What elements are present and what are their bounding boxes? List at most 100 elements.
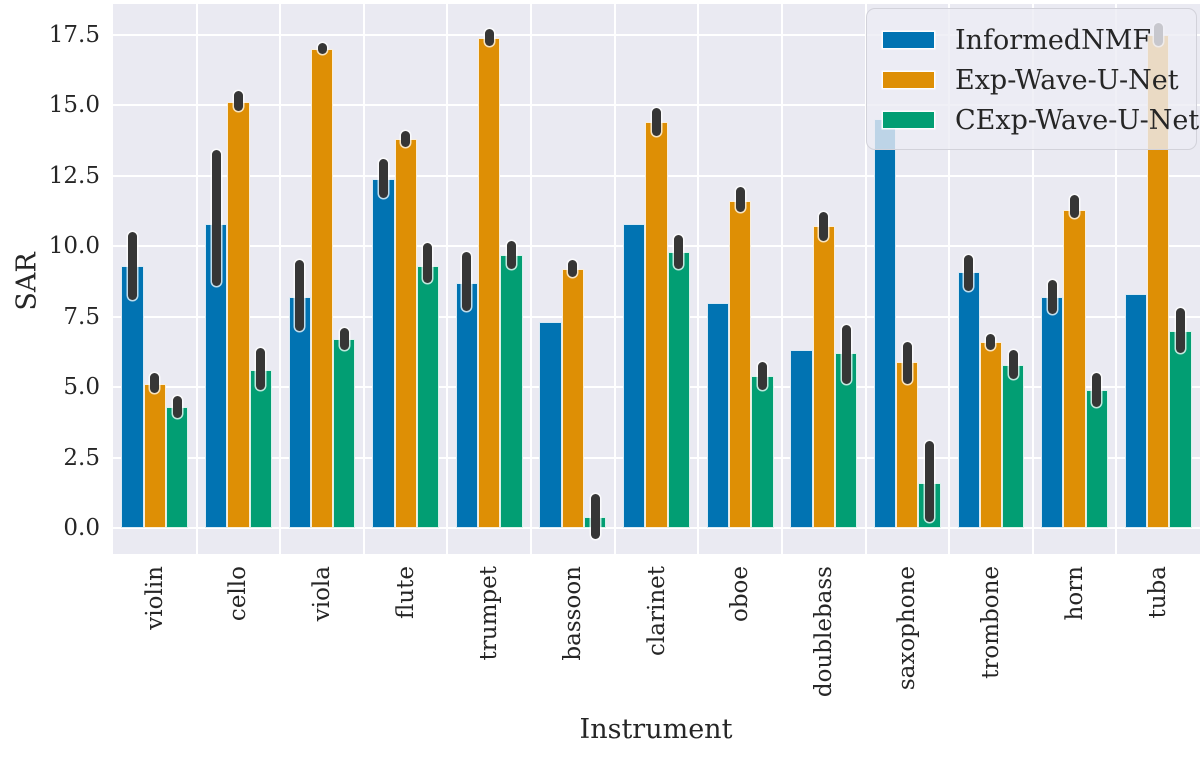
error-bar: [211, 150, 221, 286]
error-bar: [674, 234, 684, 269]
bar-flute-Exp-Wave-U-Net: [394, 139, 417, 529]
bar-horn-Exp-Wave-U-Net: [1063, 209, 1086, 529]
bar-trombone-InformedNMF: [957, 271, 980, 529]
x-tick-text: flute: [392, 566, 419, 620]
error-bar: [964, 254, 974, 292]
error-bar: [423, 243, 433, 283]
error-bar: [1070, 195, 1080, 218]
bar-doublebass-Exp-Wave-U-Net: [812, 226, 835, 529]
error-bar: [256, 347, 266, 390]
bar-violin-InformedNMF: [121, 265, 144, 529]
error-bar: [568, 260, 578, 278]
bar-saxophone-InformedNMF: [873, 119, 897, 529]
error-bar: [986, 333, 996, 351]
x-tick-text: oboe: [727, 566, 754, 623]
bar-oboe-Exp-Wave-U-Net: [728, 201, 752, 529]
bar-trumpet-InformedNMF: [455, 282, 479, 529]
y-tick-label: 12.5: [48, 162, 100, 189]
x-tick-text: saxophone: [894, 566, 921, 691]
bar-cello-Exp-Wave-U-Net: [227, 102, 250, 529]
x-tick-text: tuba: [1145, 566, 1172, 619]
bar-clarinet-Exp-Wave-U-Net: [645, 122, 668, 529]
error-bar: [317, 43, 327, 55]
y-tick-label: 5.0: [63, 374, 100, 401]
legend-item-exp-wave-u-net: Exp-Wave-U-Net: [883, 60, 1180, 100]
gridline-vertical: [279, 4, 282, 554]
x-tick-text: horn: [1061, 566, 1088, 621]
error-bar: [295, 260, 305, 331]
legend-swatch: [883, 112, 934, 128]
gridline-vertical: [1115, 4, 1118, 554]
bar-violin-Exp-Wave-U-Net: [143, 384, 166, 529]
error-bar: [378, 158, 388, 199]
y-tick-label: 17.5: [48, 21, 100, 48]
legend-label: CExp-Wave-U-Net: [955, 104, 1200, 136]
bar-clarinet-CExp-Wave-U-Net: [667, 251, 690, 529]
bar-violin-CExp-Wave-U-Net: [165, 406, 189, 529]
bar-trumpet-CExp-Wave-U-Net: [500, 254, 523, 529]
error-bar: [819, 212, 829, 241]
error-bar: [925, 440, 935, 523]
gridline-horizontal: [113, 33, 1200, 36]
gridline-vertical: [446, 4, 449, 554]
error-bar: [590, 494, 600, 540]
bar-cello-CExp-Wave-U-Net: [249, 370, 272, 529]
x-axis-label: Instrument: [579, 714, 733, 745]
bar-horn-InformedNMF: [1041, 296, 1064, 529]
error-bar: [1175, 308, 1185, 354]
gridline-vertical: [613, 4, 616, 554]
bar-flute-CExp-Wave-U-Net: [416, 265, 440, 529]
bar-tuba-CExp-Wave-U-Net: [1169, 330, 1192, 529]
x-tick-text: violin: [141, 566, 168, 630]
x-tick-text: clarinet: [643, 566, 670, 656]
x-tick-text: cello: [225, 566, 252, 622]
x-tick-text: trumpet: [476, 566, 503, 661]
gridline-vertical: [780, 4, 783, 554]
x-tick-text: bassoon: [559, 566, 586, 661]
error-bar: [1092, 373, 1102, 407]
gridline-vertical: [195, 4, 198, 554]
legend-item-informednmf: InformedNMF: [883, 20, 1180, 60]
legend-swatch: [883, 32, 934, 48]
gridline-vertical: [697, 4, 700, 554]
error-bar: [1047, 279, 1057, 314]
bar-horn-CExp-Wave-U-Net: [1085, 389, 1109, 529]
bar-tuba-InformedNMF: [1124, 294, 1148, 529]
bar-trombone-CExp-Wave-U-Net: [1002, 364, 1025, 529]
x-tick-text: doublebass: [810, 566, 837, 698]
error-bar: [462, 251, 472, 311]
error-bar: [1008, 350, 1018, 379]
error-bar: [735, 186, 745, 213]
x-tick-text: trombone: [977, 566, 1004, 679]
y-tick-label: 0.0: [63, 515, 100, 542]
error-bar: [902, 342, 912, 385]
y-tick-label: 15.0: [48, 92, 100, 119]
bar-oboe-CExp-Wave-U-Net: [751, 375, 774, 529]
y-tick-label: 10.0: [48, 233, 100, 260]
bar-viola-Exp-Wave-U-Net: [310, 48, 334, 529]
gridline-vertical: [948, 4, 951, 554]
legend-label: InformedNMF: [955, 24, 1152, 56]
bar-saxophone-Exp-Wave-U-Net: [896, 361, 919, 529]
y-tick-label: 7.5: [63, 303, 100, 330]
bar-viola-InformedNMF: [288, 296, 311, 529]
bar-oboe-InformedNMF: [706, 302, 729, 529]
legend-item-cexp-wave-u-net: CExp-Wave-U-Net: [883, 100, 1199, 140]
error-bar: [652, 108, 661, 137]
gridline-horizontal: [113, 104, 1200, 107]
legend: InformedNMF Exp-Wave-U-Net CExp-Wave-U-Net: [866, 8, 1199, 150]
error-bar: [150, 373, 160, 393]
gridline-vertical: [1031, 4, 1034, 554]
gridline-vertical: [362, 4, 365, 554]
x-tick-text: viola: [309, 566, 336, 622]
legend-label: Exp-Wave-U-Net: [955, 64, 1179, 96]
bar-clarinet-InformedNMF: [623, 223, 646, 529]
error-bar: [339, 327, 349, 351]
gridline-vertical: [864, 4, 867, 554]
legend-swatch: [883, 72, 934, 88]
bar-doublebass-InformedNMF: [790, 350, 813, 529]
y-tick-label: 2.5: [63, 444, 100, 471]
error-bar: [128, 232, 137, 300]
bar-viola-CExp-Wave-U-Net: [333, 339, 356, 529]
